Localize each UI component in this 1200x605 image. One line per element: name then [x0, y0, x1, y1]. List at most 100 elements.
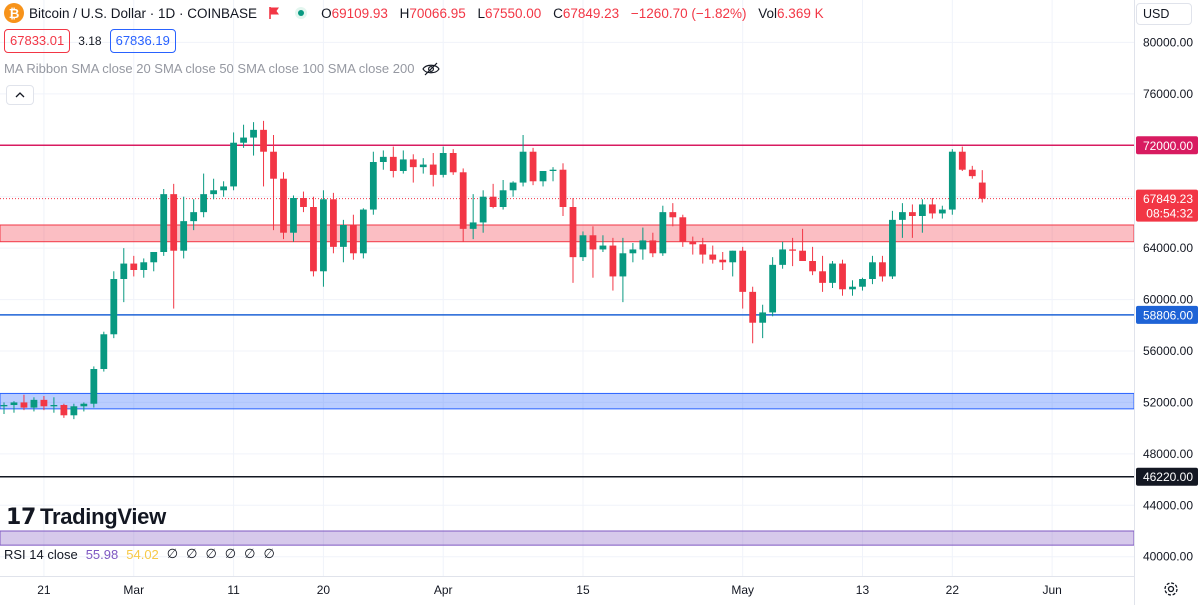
candle-body	[779, 249, 787, 265]
hidden-eye-icon[interactable]	[422, 62, 441, 76]
candle-body	[519, 151, 527, 183]
candle-body	[859, 279, 866, 287]
candle-body	[529, 151, 537, 182]
y-tick-label: 44000.00	[1143, 498, 1193, 512]
candle-body	[879, 262, 886, 277]
level-price-label: 58806.00	[1143, 308, 1193, 322]
candle-body	[330, 199, 337, 247]
candle-body	[789, 249, 796, 251]
market-status-icon	[295, 7, 308, 19]
candle-body	[489, 196, 497, 207]
candle-body	[799, 250, 806, 261]
candle-body	[230, 142, 237, 187]
collapse-legend-button[interactable]	[6, 85, 34, 105]
candle-body	[40, 399, 48, 407]
candle-body	[300, 198, 307, 207]
zone-band	[0, 392, 1135, 410]
y-tick-label: 40000.00	[1143, 550, 1193, 564]
candle-body	[30, 399, 38, 408]
candle-body	[579, 235, 587, 258]
candle-body	[60, 405, 68, 416]
candle-body	[719, 259, 727, 263]
x-tick-label: 21	[37, 583, 51, 597]
x-tick-label: 22	[946, 583, 960, 597]
rsi-value: 55.98	[85, 546, 119, 562]
candle-body	[290, 198, 297, 233]
open-key: O	[321, 5, 332, 21]
candle-body	[399, 159, 407, 171]
candle-body	[978, 182, 986, 199]
flag-icon[interactable]	[267, 6, 281, 20]
candle-body	[549, 169, 557, 171]
candle-body	[160, 194, 168, 252]
candle-body	[260, 129, 267, 152]
gear-icon	[1164, 582, 1178, 596]
candle-body	[659, 212, 667, 254]
sell-button[interactable]: 67833.01	[4, 29, 71, 53]
symbol-title[interactable]: Bitcoin / U.S. Dollar · 1D · COINBASE	[29, 5, 258, 21]
candle-body	[439, 153, 447, 175]
candle-body	[469, 222, 477, 229]
candle-body	[739, 250, 747, 292]
candle-body	[509, 182, 517, 191]
candle-body	[709, 254, 717, 260]
candle-body	[100, 334, 108, 369]
y-tick-label: 56000.00	[1143, 344, 1193, 358]
candle-body	[899, 212, 906, 220]
bitcoin-icon: ₿	[4, 3, 24, 23]
candle-body	[419, 164, 427, 168]
candle-body	[829, 263, 836, 283]
candle-body	[210, 190, 218, 195]
candle-body	[699, 244, 707, 255]
candle-body	[110, 279, 118, 335]
candle-body	[240, 137, 247, 143]
candle-body	[80, 403, 88, 407]
candle-body	[270, 151, 277, 179]
close-key: C	[553, 5, 563, 21]
candle-body	[130, 263, 138, 270]
high-key: H	[399, 5, 410, 21]
candle-body	[968, 169, 976, 177]
countdown-label: 08:54:32	[1146, 207, 1193, 221]
spread-value: 3.18	[78, 34, 102, 48]
chart-settings-button[interactable]	[1160, 578, 1182, 600]
candle-body	[359, 209, 367, 254]
candle-body	[908, 212, 916, 216]
tradingview-logo-text: TradingView	[40, 504, 166, 529]
level-price-label: 46220.00	[1143, 470, 1193, 484]
candle-body	[379, 156, 387, 162]
y-tick-label: 60000.00	[1143, 293, 1193, 307]
candle-body	[569, 207, 577, 258]
rsi-empty-value: ∅	[224, 546, 237, 561]
low-key: L	[477, 5, 485, 21]
candle-body	[639, 240, 647, 250]
candle-body	[649, 240, 657, 254]
candle-body	[10, 402, 18, 405]
candle-body	[310, 207, 317, 272]
low-value: 67550.00	[485, 5, 542, 21]
ma-ribbon-label: MA Ribbon SMA close 20 SMA close 50 SMA …	[4, 61, 415, 76]
candle-body	[340, 225, 347, 247]
candle-body	[849, 286, 856, 290]
candle-body	[120, 263, 128, 279]
candle-body	[948, 151, 956, 210]
candle-body	[220, 186, 227, 191]
buy-button[interactable]: 67836.19	[109, 29, 176, 53]
candle-body	[839, 263, 846, 290]
rsi-legend[interactable]: RSI 14 close 55.98 54.02 ∅ ∅ ∅ ∅ ∅ ∅	[4, 546, 283, 562]
candle-body	[809, 261, 816, 272]
candle-body	[449, 153, 457, 173]
change-value: −1260.70 (−1.82%)	[630, 5, 747, 21]
rsi-label: RSI 14 close	[4, 546, 78, 562]
chevron-up-icon	[15, 92, 25, 98]
volume-value: 6.369 K	[777, 5, 824, 21]
currency-select[interactable]: USD	[1136, 3, 1192, 25]
candle-body	[869, 262, 876, 279]
candle-body	[559, 169, 567, 207]
ma-ribbon-legend[interactable]: MA Ribbon SMA close 20 SMA close 50 SMA …	[4, 61, 441, 76]
candle-body	[50, 405, 58, 407]
last-price-tag	[1136, 189, 1198, 222]
candle-body	[769, 264, 777, 313]
last-price-label: 67849.23	[1143, 192, 1193, 206]
